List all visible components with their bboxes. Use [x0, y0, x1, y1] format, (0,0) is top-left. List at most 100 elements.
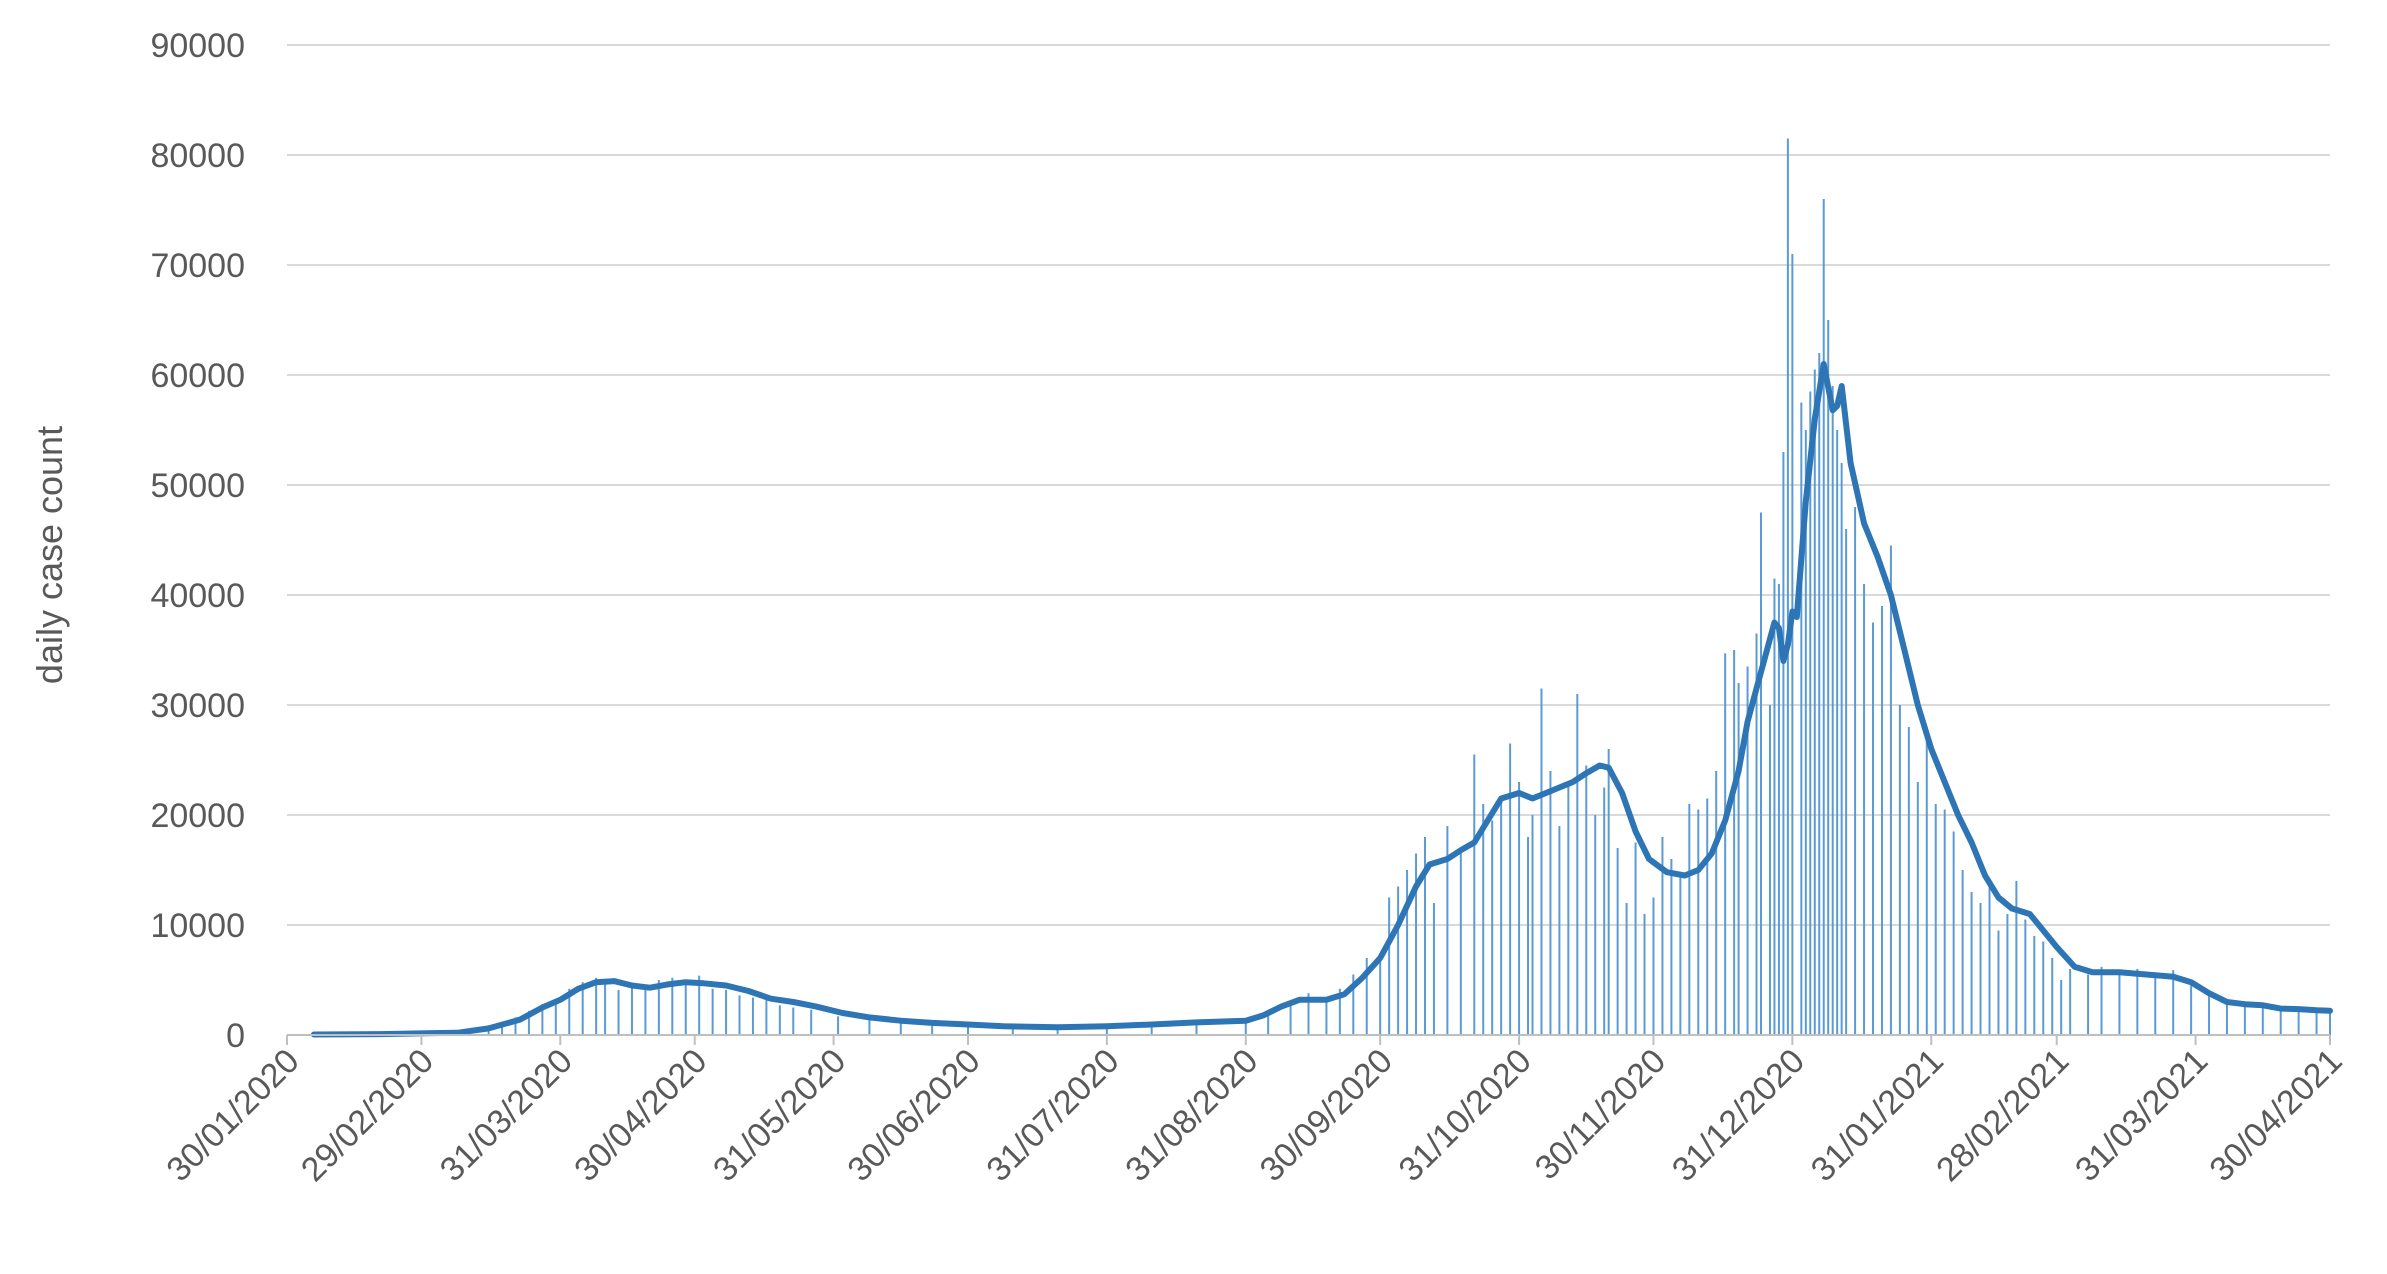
bar [631, 984, 633, 1035]
bar [685, 983, 687, 1035]
bar [1971, 892, 1973, 1035]
bar [1626, 903, 1628, 1035]
bar [1576, 694, 1578, 1035]
x-tick-label: 30/06/2020 [840, 1042, 987, 1189]
bar [2060, 980, 2062, 1035]
x-tick-label: 30/04/2021 [2202, 1042, 2349, 1189]
bar [1540, 689, 1542, 1036]
x-tick-label: 31/03/2021 [2068, 1042, 2215, 1189]
bar [2154, 977, 2156, 1035]
x-tick-label: 31/08/2020 [1118, 1042, 1265, 1189]
bar [1854, 507, 1856, 1035]
bar [1460, 854, 1462, 1036]
bar [1782, 452, 1784, 1035]
bar [1818, 353, 1820, 1035]
bar [1823, 199, 1825, 1035]
bar [752, 998, 754, 1035]
bar [1679, 876, 1681, 1036]
bar [2069, 969, 2071, 1035]
y-tick-label: 70000 [150, 247, 245, 285]
bar [725, 990, 727, 1035]
x-tick-label: 31/03/2020 [433, 1042, 580, 1189]
bar [2015, 881, 2017, 1035]
bar [779, 1005, 781, 1035]
bar [2051, 958, 2053, 1035]
bar [1706, 799, 1708, 1036]
bar [1500, 799, 1502, 1036]
x-tick-label: 31/01/2021 [1804, 1042, 1951, 1189]
y-tick-label: 10000 [150, 907, 245, 945]
bar [604, 980, 606, 1035]
x-axis [287, 1035, 2330, 1045]
y-tick-label: 30000 [150, 687, 245, 725]
bar [1617, 848, 1619, 1035]
bar [1841, 463, 1843, 1035]
bar [2042, 942, 2044, 1036]
bar [1567, 782, 1569, 1035]
bar [1491, 821, 1493, 1036]
bar [1670, 859, 1672, 1035]
bar [2006, 914, 2008, 1035]
bar [1397, 887, 1399, 1036]
x-axis-tick-labels: 30/01/202029/02/202031/03/202030/04/2020… [159, 1042, 2349, 1189]
bar [1585, 766, 1587, 1036]
bar [1724, 653, 1726, 1035]
bar [1773, 579, 1775, 1036]
bar [712, 989, 714, 1035]
bar [1549, 771, 1551, 1035]
bar [765, 1000, 767, 1035]
bar [1688, 804, 1690, 1035]
x-tick-label: 31/10/2020 [1392, 1042, 1539, 1189]
bar [1527, 837, 1529, 1035]
bar [1760, 513, 1762, 1036]
bar [1962, 870, 1964, 1035]
bar [1379, 956, 1381, 1035]
bar [1697, 810, 1699, 1036]
bar [1832, 386, 1834, 1035]
bar [1908, 727, 1910, 1035]
bar [1881, 606, 1883, 1035]
bar [644, 987, 646, 1035]
y-tick-label: 80000 [150, 137, 245, 175]
x-tick-label: 31/05/2020 [706, 1042, 853, 1189]
x-tick-label: 31/07/2020 [979, 1042, 1126, 1189]
bar [1509, 744, 1511, 1036]
bar [1558, 826, 1560, 1035]
bar [1644, 914, 1646, 1035]
gridlines [287, 45, 2330, 925]
bar [1603, 788, 1605, 1036]
x-tick-label: 30/09/2020 [1253, 1042, 1400, 1189]
y-tick-label: 0 [226, 1017, 245, 1055]
bar [1388, 898, 1390, 1036]
bar [2136, 969, 2138, 1035]
bar [837, 1016, 839, 1035]
bar [1733, 650, 1735, 1035]
bar [1997, 931, 1999, 1036]
bar [1791, 254, 1793, 1035]
x-tick-label: 29/02/2020 [294, 1042, 441, 1189]
bar [1899, 705, 1901, 1035]
bar [1926, 738, 1928, 1035]
bar [2316, 1011, 2318, 1035]
bar [1980, 903, 1982, 1035]
y-tick-label: 60000 [150, 357, 245, 395]
bar [810, 1010, 812, 1035]
bar [1872, 623, 1874, 1036]
y-axis: 0100002000030000400005000060000700008000… [150, 27, 245, 1055]
bar [1769, 705, 1771, 1035]
bar [2101, 967, 2103, 1035]
bar [1787, 139, 1789, 1036]
bar [1594, 815, 1596, 1035]
bar [1433, 903, 1435, 1035]
y-tick-label: 50000 [150, 467, 245, 505]
bar [2262, 1004, 2264, 1035]
x-tick-label: 30/04/2020 [567, 1042, 714, 1189]
bar [2024, 920, 2026, 1036]
bar [1836, 430, 1838, 1035]
bar [2226, 1003, 2228, 1035]
bar [1845, 529, 1847, 1035]
bar [1532, 815, 1534, 1035]
bar [1953, 832, 1955, 1036]
